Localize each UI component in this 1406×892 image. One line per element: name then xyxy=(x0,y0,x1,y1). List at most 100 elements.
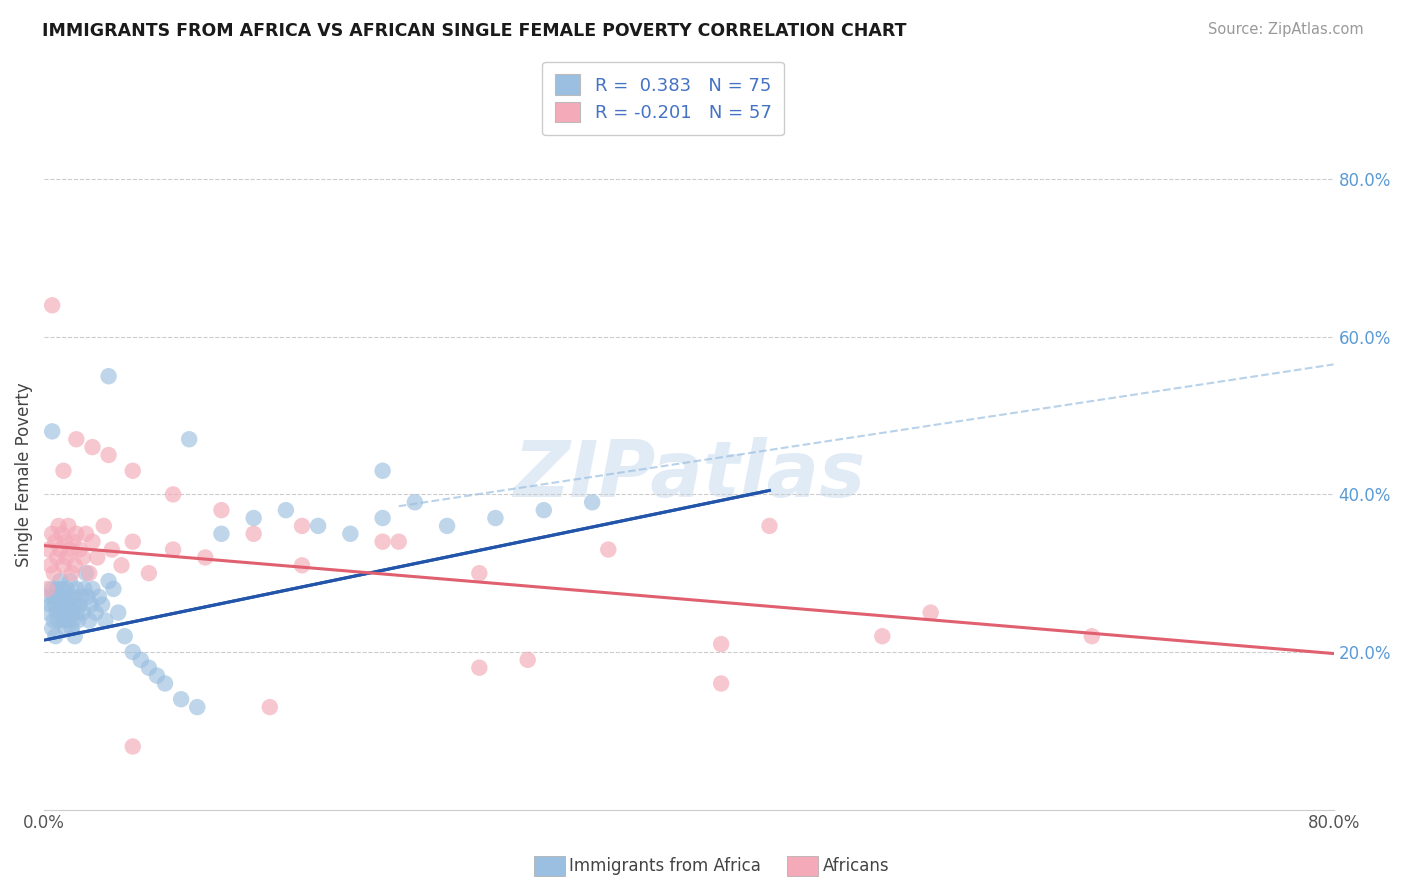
Point xyxy=(37,582,59,596)
Point xyxy=(60,606,83,620)
Point xyxy=(65,606,87,620)
Point xyxy=(46,606,69,620)
Point xyxy=(55,606,77,620)
Point xyxy=(41,526,63,541)
Point xyxy=(66,614,89,628)
Point xyxy=(59,574,82,588)
Point xyxy=(38,590,60,604)
Point xyxy=(129,653,152,667)
Point xyxy=(162,542,184,557)
Point xyxy=(138,661,160,675)
Point xyxy=(153,676,176,690)
Point xyxy=(53,534,76,549)
Point xyxy=(170,692,193,706)
Point xyxy=(69,598,91,612)
Point xyxy=(388,534,411,549)
Point xyxy=(73,582,96,596)
Point xyxy=(97,448,120,462)
Point xyxy=(291,519,314,533)
Point xyxy=(598,542,620,557)
Point xyxy=(48,614,70,628)
Point xyxy=(46,582,69,596)
Point xyxy=(86,550,108,565)
Point xyxy=(48,519,70,533)
Point xyxy=(62,590,84,604)
Point xyxy=(38,542,60,557)
Point xyxy=(59,598,82,612)
Point xyxy=(65,526,87,541)
Point xyxy=(121,464,143,478)
Point xyxy=(65,582,87,596)
Point xyxy=(339,526,361,541)
Point xyxy=(194,550,217,565)
Point xyxy=(53,598,76,612)
Point xyxy=(63,629,86,643)
Point xyxy=(44,629,66,643)
Point xyxy=(209,526,232,541)
Point xyxy=(114,629,136,643)
Point xyxy=(59,542,82,557)
Point xyxy=(468,661,491,675)
Point xyxy=(60,566,83,581)
Point xyxy=(484,511,506,525)
Point xyxy=(87,590,110,604)
Point xyxy=(82,582,104,596)
Point xyxy=(138,566,160,581)
Point xyxy=(533,503,555,517)
Point xyxy=(42,590,65,604)
Point xyxy=(52,464,75,478)
Point xyxy=(60,621,83,635)
Point xyxy=(58,614,80,628)
Point xyxy=(49,574,72,588)
Point xyxy=(94,614,117,628)
Point xyxy=(53,621,76,635)
Point xyxy=(41,621,63,635)
Point xyxy=(259,700,281,714)
Point xyxy=(82,534,104,549)
Text: Source: ZipAtlas.com: Source: ZipAtlas.com xyxy=(1208,22,1364,37)
Point xyxy=(110,558,132,573)
Point xyxy=(82,440,104,454)
Point xyxy=(97,574,120,588)
Point xyxy=(121,739,143,754)
Point xyxy=(42,614,65,628)
Point xyxy=(46,550,69,565)
Point xyxy=(52,558,75,573)
Point xyxy=(758,519,780,533)
Point xyxy=(55,582,77,596)
Point xyxy=(146,668,169,682)
Point xyxy=(101,542,124,557)
Point xyxy=(52,590,75,604)
Point xyxy=(51,582,73,596)
Point xyxy=(58,519,80,533)
Point xyxy=(49,598,72,612)
Point xyxy=(44,598,66,612)
Point xyxy=(242,511,264,525)
Point xyxy=(52,614,75,628)
Text: Africans: Africans xyxy=(823,857,889,875)
Point xyxy=(51,526,73,541)
Point xyxy=(371,534,394,549)
Point xyxy=(581,495,603,509)
Point xyxy=(77,566,100,581)
Point xyxy=(404,495,426,509)
Point xyxy=(242,526,264,541)
Point xyxy=(69,542,91,557)
Point xyxy=(63,598,86,612)
Point xyxy=(75,526,97,541)
Point xyxy=(209,503,232,517)
Point xyxy=(63,558,86,573)
Point xyxy=(41,582,63,596)
Point xyxy=(72,606,94,620)
Text: Immigrants from Africa: Immigrants from Africa xyxy=(569,857,761,875)
Point xyxy=(371,464,394,478)
Point xyxy=(107,606,129,620)
Point xyxy=(103,582,125,596)
Point xyxy=(920,606,942,620)
Point xyxy=(710,637,733,651)
Point xyxy=(76,590,98,604)
Point xyxy=(41,425,63,439)
Point xyxy=(84,606,107,620)
Point xyxy=(274,503,297,517)
Legend: R =  0.383   N = 75, R = -0.201   N = 57: R = 0.383 N = 75, R = -0.201 N = 57 xyxy=(543,62,785,135)
